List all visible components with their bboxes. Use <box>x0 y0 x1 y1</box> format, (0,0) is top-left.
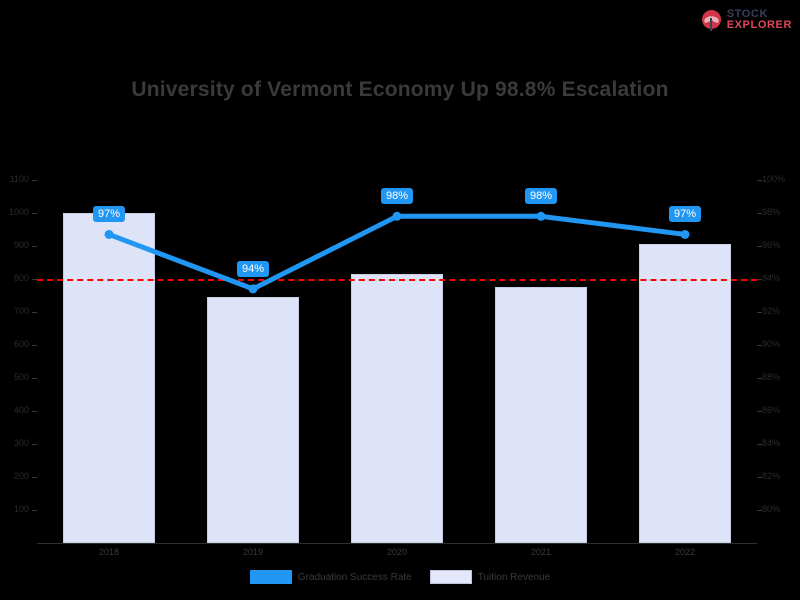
y-axis-right-label: 98% <box>762 207 781 217</box>
data-label: 94% <box>236 260 270 277</box>
y-axis-right-label: 88% <box>762 372 781 382</box>
y-axis-tick <box>757 213 762 214</box>
y-axis-left-label: 800 <box>13 273 29 283</box>
y-axis-right-label: 82% <box>762 471 781 481</box>
flower-icon <box>701 9 723 31</box>
y-axis-right-label: 80% <box>762 504 781 514</box>
y-axis-tick <box>757 411 762 412</box>
y-axis-tick <box>757 378 762 379</box>
data-label: 97% <box>668 206 702 223</box>
chart-title: University of Vermont Economy Up 98.8% E… <box>131 78 669 101</box>
x-axis <box>37 543 757 544</box>
brand-logo-text: STOCK EXPLORER <box>726 7 792 31</box>
legend-label-bar: Tuition Revenue <box>477 571 551 583</box>
x-axis-label: 2021 <box>530 547 552 557</box>
legend-label-line: Graduation Success Rate <box>297 571 412 583</box>
y-axis-tick <box>757 345 762 346</box>
y-axis-tick <box>757 246 762 247</box>
x-axis-label: 2020 <box>386 547 408 557</box>
bar[interactable] <box>206 297 300 543</box>
y-axis-tick <box>32 378 37 379</box>
line-marker[interactable] <box>392 211 402 221</box>
bar[interactable] <box>62 213 156 543</box>
bar[interactable] <box>638 244 732 543</box>
line-marker[interactable] <box>248 284 258 294</box>
y-axis-left-label: 1000 <box>8 207 29 217</box>
y-axis-right-label: 90% <box>762 339 781 349</box>
legend-item-bar[interactable]: Tuition Revenue <box>429 570 551 584</box>
x-axis-label: 2019 <box>242 547 264 557</box>
y-axis-left-label: 200 <box>13 471 29 481</box>
data-label: 98% <box>380 188 414 205</box>
y-axis-left-label: 600 <box>13 339 29 349</box>
brand-logo: STOCK EXPLORER <box>701 6 792 34</box>
y-axis-tick <box>32 279 37 280</box>
y-axis-right-label: 86% <box>762 405 781 415</box>
y-axis-tick <box>757 444 762 445</box>
legend-swatch-line <box>249 570 292 584</box>
line-marker[interactable] <box>680 229 690 239</box>
legend: Graduation Success Rate Tuition Revenue <box>0 570 800 584</box>
legend-item-line[interactable]: Graduation Success Rate <box>249 570 412 584</box>
y-axis-tick <box>32 510 37 511</box>
y-axis-tick <box>32 411 37 412</box>
y-axis-right-label: 94% <box>762 273 781 283</box>
data-label: 97% <box>92 206 126 223</box>
y-axis-left-label: 500 <box>13 372 29 382</box>
y-axis-tick <box>32 444 37 445</box>
y-axis-tick <box>32 477 37 478</box>
y-axis-tick <box>32 213 37 214</box>
y-axis-tick <box>32 345 37 346</box>
line-marker[interactable] <box>536 211 546 221</box>
x-axis-label: 2018 <box>98 547 120 557</box>
x-axis-label: 2022 <box>674 547 696 557</box>
y-axis-tick <box>757 510 762 511</box>
y-axis-tick <box>32 246 37 247</box>
y-axis-left-label: 1100 <box>9 174 29 184</box>
legend-swatch-bar <box>429 570 472 584</box>
y-axis-left-label: 400 <box>13 405 29 415</box>
data-label: 98% <box>524 188 558 205</box>
y-axis-left-label: 300 <box>13 438 29 448</box>
y-axis-right-label: 96% <box>762 240 781 250</box>
y-axis-left-label: 900 <box>13 240 29 250</box>
y-axis-tick <box>757 312 762 313</box>
bar[interactable] <box>350 274 444 543</box>
y-axis-tick <box>757 180 762 181</box>
reference-line <box>37 279 757 281</box>
y-axis-right-label: 84% <box>762 438 781 448</box>
y-axis-left-label: 100 <box>13 504 29 514</box>
y-axis-left-label: 700 <box>13 306 29 316</box>
y-axis-right-label: 92% <box>762 306 781 316</box>
y-axis-tick <box>32 180 37 181</box>
y-axis-tick <box>757 279 762 280</box>
brand-logo-line1: STOCK <box>726 7 768 20</box>
y-axis-tick <box>757 477 762 478</box>
brand-logo-line2: EXPLORER <box>726 19 792 31</box>
y-axis-right-label: 100% <box>762 174 786 184</box>
bar[interactable] <box>494 287 588 543</box>
y-axis-tick <box>32 312 37 313</box>
